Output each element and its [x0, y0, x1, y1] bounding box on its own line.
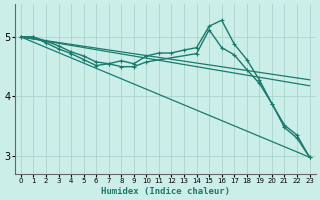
X-axis label: Humidex (Indice chaleur): Humidex (Indice chaleur) — [101, 187, 230, 196]
